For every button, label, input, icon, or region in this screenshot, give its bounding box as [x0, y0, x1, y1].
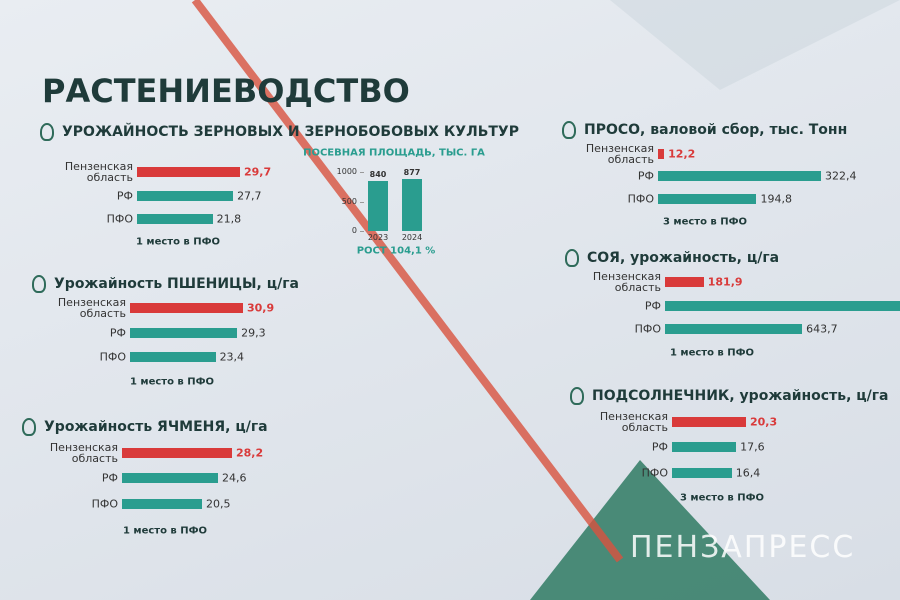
- y-tick-label: 1000: [336, 167, 357, 176]
- row-label: ПФО: [99, 350, 126, 364]
- value-label: 16,4: [735, 466, 761, 480]
- panel-icon: [32, 275, 46, 293]
- row-label: ПФО: [641, 466, 668, 480]
- value-label: 28,2: [236, 446, 264, 460]
- bar: [122, 448, 232, 458]
- value-label: 29,7: [244, 165, 272, 179]
- bar: [665, 277, 704, 287]
- panel-title: Урожайность ЯЧМЕНЯ, ц/га: [44, 419, 268, 435]
- panel-title: ПРОСО, валовой сбор, тыс. Тонн: [584, 122, 848, 138]
- row-label: Пензенская область: [592, 270, 661, 294]
- row-label: Пензенская область: [64, 160, 133, 184]
- row-label: РФ: [644, 299, 661, 313]
- row-label: РФ: [116, 189, 133, 203]
- watermark: ПЕНЗАПРЕСС: [630, 530, 856, 565]
- x-tick-label: 2023: [367, 233, 389, 242]
- tick-mark: [360, 231, 364, 232]
- y-tick-label: 500: [341, 196, 357, 206]
- value-label: 20,3: [750, 415, 778, 429]
- row-label: РФ: [109, 326, 126, 340]
- y-tick-label: 0: [351, 226, 357, 235]
- value-label: 643,7: [806, 322, 838, 336]
- value-label: 17,6: [740, 440, 765, 454]
- panel-title: УРОЖАЙНОСТЬ ЗЕРНОВЫХ И ЗЕРНОБОБОВЫХ КУЛЬ…: [62, 124, 519, 140]
- bar: [137, 214, 213, 224]
- area-note: РОСТ 104,1 %: [356, 245, 436, 257]
- bar: [672, 442, 737, 452]
- value-label: 23,4: [219, 350, 245, 364]
- bar: [130, 352, 216, 362]
- bar: [137, 167, 240, 177]
- panel-icon: [562, 121, 576, 139]
- value-label: 24,6: [221, 471, 247, 485]
- row-label: Пензенская область: [599, 410, 668, 434]
- panel-note: 1 место в ПФО: [135, 236, 221, 248]
- x-tick-label: 2024: [401, 233, 423, 242]
- bar: [672, 468, 732, 478]
- bar: [130, 303, 243, 313]
- row-label: ПФО: [91, 497, 118, 511]
- row-label: РФ: [101, 471, 118, 485]
- bar: [658, 171, 821, 181]
- value-label: 30,9: [247, 301, 275, 315]
- panel-note: 1 место в ПФО: [669, 347, 755, 359]
- bar: [122, 473, 218, 483]
- row-label: ПФО: [634, 322, 661, 336]
- panel-title: СОЯ, урожайность, ц/га: [587, 250, 780, 266]
- row-label: ПФО: [627, 192, 654, 206]
- row-label: Пензенская область: [49, 441, 118, 465]
- panel-note: 3 место в ПФО: [679, 492, 765, 504]
- bar: [122, 499, 202, 509]
- panel-note: 1 место в ПФО: [122, 525, 208, 537]
- tick-mark: [360, 201, 364, 203]
- panel-title: ПОДСОЛНЕЧНИК, урожайность, ц/га: [592, 388, 889, 404]
- bar: [130, 328, 238, 338]
- panel-note: 3 место в ПФО: [662, 216, 748, 228]
- tick-mark: [360, 172, 364, 173]
- bar: [665, 301, 900, 311]
- row-label: РФ: [637, 169, 654, 183]
- main-title: РАСТЕНИЕВОДСТВО: [42, 72, 410, 110]
- bar: [368, 181, 388, 231]
- panel-icon: [40, 123, 54, 141]
- value-label: 322,4: [825, 169, 857, 183]
- bar: [665, 324, 803, 334]
- panel-icon: [570, 387, 584, 405]
- panel-icon: [22, 418, 36, 436]
- bar: [658, 194, 757, 204]
- value-label: 21,8: [216, 212, 242, 226]
- row-label: Пензенская область: [585, 142, 654, 166]
- bar: [658, 149, 665, 159]
- value-label: 877: [403, 168, 421, 178]
- value-label: 29,3: [241, 326, 266, 340]
- row-label: ПФО: [106, 212, 133, 226]
- value-label: 12,2: [668, 147, 696, 161]
- bar: [402, 179, 422, 231]
- value-label: 840: [369, 170, 387, 180]
- panel-title: Урожайность ПШЕНИЦЫ, ц/га: [54, 276, 299, 292]
- value-label: 20,5: [205, 497, 231, 511]
- row-label: Пензенская область: [57, 296, 126, 320]
- value-label: 27,7: [237, 189, 262, 203]
- bar: [137, 191, 234, 201]
- panel-icon: [565, 249, 579, 267]
- value-label: 194,8: [760, 192, 792, 206]
- bar: [672, 417, 746, 427]
- area-title: ПОСЕВНАЯ ПЛОЩАДЬ, ТЫС. ГА: [303, 147, 485, 159]
- value-label: 181,9: [707, 275, 743, 289]
- row-label: РФ: [651, 440, 668, 454]
- panel-note: 1 место в ПФО: [129, 376, 215, 388]
